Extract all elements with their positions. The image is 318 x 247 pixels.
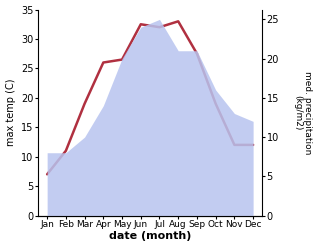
Y-axis label: max temp (C): max temp (C) bbox=[5, 79, 16, 146]
Y-axis label: med. precipitation
(kg/m2): med. precipitation (kg/m2) bbox=[293, 71, 313, 154]
X-axis label: date (month): date (month) bbox=[109, 231, 191, 242]
